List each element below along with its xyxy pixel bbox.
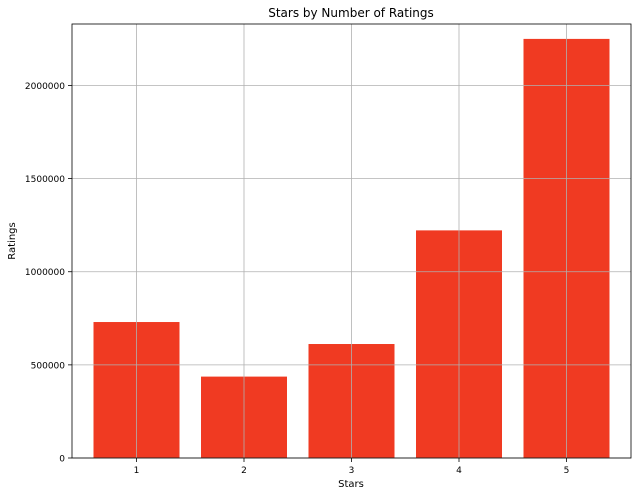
y-axis-ticks: 0 500000 1000000 1500000 2000000 xyxy=(25,82,72,465)
x-tick-label-5: 5 xyxy=(564,466,570,476)
x-axis-label: Stars xyxy=(338,479,364,490)
y-tick-label-2000000: 2000000 xyxy=(25,82,65,92)
y-axis-label: Ratings xyxy=(7,222,18,259)
x-tick-label-3: 3 xyxy=(349,466,355,476)
x-tick-label-1: 1 xyxy=(134,466,140,476)
y-tick-label-1500000: 1500000 xyxy=(25,175,65,185)
x-axis-ticks: 1 2 3 4 5 xyxy=(134,458,570,476)
x-tick-label-4: 4 xyxy=(456,466,462,476)
y-tick-label-1000000: 1000000 xyxy=(25,268,65,278)
x-tick-label-2: 2 xyxy=(241,466,247,476)
chart-title: Stars by Number of Ratings xyxy=(268,6,434,20)
y-tick-label-0: 0 xyxy=(59,455,65,465)
y-tick-label-500000: 500000 xyxy=(31,361,66,371)
